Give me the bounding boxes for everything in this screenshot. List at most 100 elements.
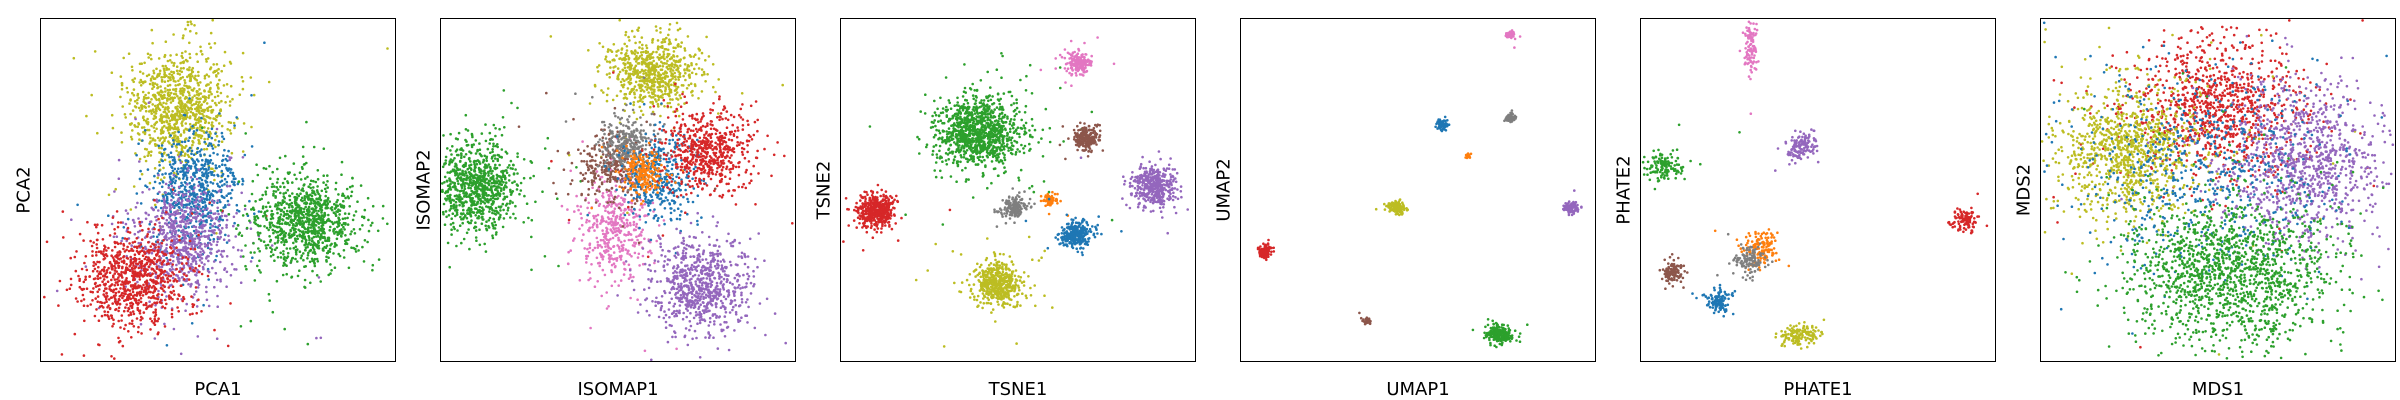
- scatter-point: [150, 112, 153, 115]
- scatter-point: [169, 210, 173, 214]
- scatter-point: [215, 74, 218, 77]
- scatter-point: [155, 235, 159, 239]
- scatter-point: [224, 157, 228, 161]
- scatter-point: [188, 66, 191, 69]
- scatter-point: [218, 165, 221, 168]
- scatter-point: [147, 56, 150, 59]
- scatter-point: [146, 117, 149, 121]
- scatter-point: [222, 154, 225, 157]
- scatter-point: [138, 309, 142, 313]
- scatter-point: [168, 83, 172, 87]
- scatter-point: [186, 232, 190, 236]
- scatter-point: [168, 175, 172, 179]
- scatter-point: [179, 252, 183, 256]
- scatter-point: [197, 241, 201, 244]
- scatter-point: [221, 255, 224, 258]
- scatter-point: [183, 236, 186, 239]
- scatter-point: [194, 131, 198, 135]
- scatter-point: [122, 309, 126, 313]
- scatter-point: [227, 203, 231, 207]
- scatter-point: [171, 263, 174, 266]
- scatter-point: [202, 117, 205, 120]
- scatter-point: [123, 292, 126, 295]
- scatter-point: [187, 85, 191, 88]
- scatter-point: [165, 243, 168, 246]
- scatter-point: [233, 268, 236, 271]
- scatter-point: [167, 68, 171, 71]
- scatter-point: [155, 109, 158, 113]
- scatter-point: [161, 154, 164, 158]
- scatter-point: [240, 249, 243, 252]
- scatter-point: [117, 177, 121, 180]
- scatter-point: [127, 249, 131, 253]
- scatter-point: [201, 230, 204, 234]
- scatter-point: [164, 64, 167, 68]
- scatter-point: [153, 82, 157, 85]
- scatter-point: [119, 95, 122, 99]
- scatter-point: [206, 107, 209, 110]
- scatter-point: [143, 147, 147, 151]
- scatter-point: [143, 129, 147, 132]
- scatter-point: [228, 129, 232, 132]
- scatter-point: [107, 298, 111, 301]
- scatter-point: [163, 176, 166, 179]
- scatter-point: [131, 261, 135, 265]
- scatter-point: [198, 238, 201, 242]
- scatter-point: [191, 70, 194, 74]
- scatter-point: [182, 206, 185, 209]
- scatter-point: [189, 101, 192, 105]
- scatter-point: [175, 241, 178, 244]
- scatter-point: [144, 109, 148, 113]
- scatter-point: [195, 171, 198, 174]
- scatter-point: [192, 255, 196, 258]
- scatter-point: [187, 225, 190, 229]
- scatter-point: [200, 109, 204, 113]
- scatter-point: [172, 222, 175, 225]
- scatter-point: [165, 238, 169, 242]
- scatter-point: [188, 146, 192, 150]
- scatter-point: [191, 197, 194, 201]
- scatter-point: [199, 92, 203, 95]
- scatter-point: [153, 104, 157, 108]
- scatter-point: [149, 79, 153, 82]
- scatter-point: [206, 115, 209, 119]
- scatter-point: [108, 234, 112, 237]
- scatter-point: [174, 84, 177, 87]
- scatter-panel-pca: PCA1 PCA2: [14, 18, 396, 400]
- scatter-point: [141, 81, 145, 85]
- scatter-point: [205, 198, 209, 202]
- scatter-point: [161, 90, 164, 94]
- scatter-point: [193, 186, 196, 189]
- scatter-point: [129, 311, 132, 314]
- scatter-point: [188, 56, 192, 59]
- scatter-point: [224, 101, 227, 104]
- scatter-point: [134, 105, 138, 109]
- scatter-point: [209, 248, 213, 251]
- scatter-point: [221, 195, 224, 199]
- scatter-point: [175, 225, 179, 228]
- scatter-point: [180, 262, 184, 265]
- scatter-point: [212, 174, 216, 177]
- scatter-point: [77, 274, 80, 278]
- scatter-point: [189, 20, 192, 23]
- scatter-point: [210, 123, 213, 127]
- scatter-point: [192, 183, 196, 186]
- scatter-point: [218, 78, 221, 82]
- scatter-point: [117, 221, 120, 224]
- scatter-point: [172, 327, 176, 331]
- scatter-point: [163, 93, 166, 97]
- scatter-point: [170, 312, 174, 316]
- scatter-point: [186, 90, 190, 94]
- scatter-point: [95, 246, 99, 250]
- scatter-point: [147, 290, 151, 294]
- scatter-point: [194, 193, 198, 196]
- scatter-point: [129, 258, 133, 262]
- scatter-point: [146, 168, 150, 171]
- scatter-point: [181, 124, 184, 127]
- scatter-point: [160, 265, 164, 269]
- scatter-point: [186, 257, 190, 261]
- scatter-point: [156, 200, 159, 204]
- scatter-point: [220, 184, 224, 187]
- scatter-point: [152, 261, 155, 264]
